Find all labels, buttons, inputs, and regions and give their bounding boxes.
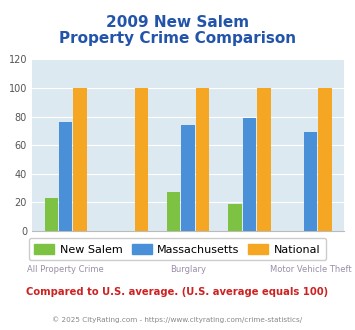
Text: Larceny & Theft: Larceny & Theft: [216, 245, 283, 254]
Text: Property Crime Comparison: Property Crime Comparison: [59, 31, 296, 46]
Text: Compared to U.S. average. (U.S. average equals 100): Compared to U.S. average. (U.S. average …: [26, 287, 329, 297]
Bar: [167, 192, 180, 231]
Text: 2009 New Salem: 2009 New Salem: [106, 15, 249, 30]
Bar: [304, 132, 317, 231]
Bar: [196, 88, 209, 231]
Legend: New Salem, Massachusetts, National: New Salem, Massachusetts, National: [29, 238, 326, 260]
Bar: [318, 88, 332, 231]
Text: Arson: Arson: [115, 245, 139, 254]
Text: Motor Vehicle Theft: Motor Vehicle Theft: [270, 265, 351, 274]
Text: All Property Crime: All Property Crime: [27, 265, 104, 274]
Text: Burglary: Burglary: [170, 265, 206, 274]
Bar: [243, 118, 256, 231]
Bar: [228, 204, 242, 231]
Bar: [181, 125, 195, 231]
Bar: [44, 198, 58, 231]
Bar: [73, 88, 87, 231]
Bar: [135, 88, 148, 231]
Bar: [257, 88, 271, 231]
Bar: [59, 122, 72, 231]
Text: © 2025 CityRating.com - https://www.cityrating.com/crime-statistics/: © 2025 CityRating.com - https://www.city…: [53, 317, 302, 323]
